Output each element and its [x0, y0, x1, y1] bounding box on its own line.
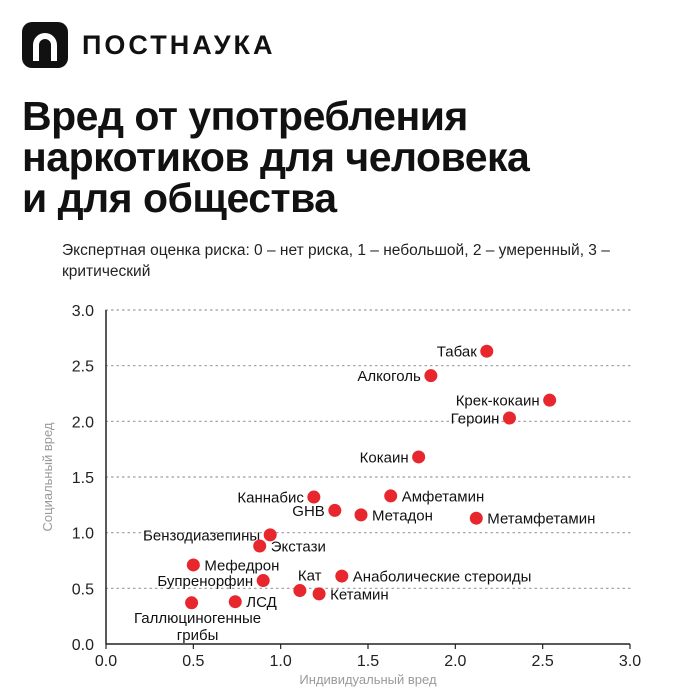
data-point	[185, 596, 199, 610]
data-point-label: GHB	[292, 503, 325, 520]
data-point	[469, 511, 483, 525]
data-point	[307, 490, 321, 504]
data-point-label: Кат	[298, 568, 322, 585]
data-point	[480, 344, 494, 358]
y-tick-label: 0.5	[72, 581, 94, 598]
y-tick-label: 0.0	[72, 637, 94, 654]
data-point	[502, 411, 516, 425]
y-axis-label: Социальный вред	[40, 422, 55, 531]
brand-mark-icon	[22, 22, 68, 68]
y-tick-label: 2.0	[72, 414, 94, 431]
data-point-label: Алкоголь	[357, 368, 421, 385]
data-point	[354, 508, 368, 522]
data-point	[328, 503, 342, 517]
data-point-label: Мефедрон	[204, 557, 279, 574]
y-tick-label: 3.0	[72, 303, 94, 320]
data-point	[253, 539, 267, 553]
y-tick-label: 1.0	[72, 526, 94, 543]
chart-subtitle: Экспертная оценка риска: 0 – нет риска, …	[62, 242, 610, 280]
brand-logo: ПОСТНАУКА	[22, 22, 275, 68]
data-point-label: Крек-кокаин	[456, 393, 540, 410]
data-point-label: Каннабис	[237, 490, 304, 507]
data-point-label: Героин	[451, 410, 500, 427]
data-point	[312, 587, 326, 601]
data-point	[186, 558, 200, 572]
x-tick-label: 0.0	[95, 653, 117, 670]
data-point-label: ЛСД	[246, 594, 277, 611]
axes: 0.0 0.5 1.0 1.5 2.0 2.5 3.0 0.0 0.5 1.0 1.5 2.0 2.5 3…	[72, 303, 641, 670]
x-tick-label: 1.0	[270, 653, 292, 670]
y-tick-label: 1.5	[72, 470, 94, 487]
x-tick-label: 1.5	[357, 653, 379, 670]
data-point-label: Анаболические стероиды	[353, 569, 532, 586]
data-point-label: Галлюциногенные грибы	[134, 610, 261, 644]
x-axis-label: Индивидуальный вред	[299, 672, 437, 687]
data-point	[263, 528, 277, 542]
data-point	[293, 584, 307, 598]
brand-name: ПОСТНАУКА	[82, 29, 276, 60]
data-point-label: Бупренорфин	[157, 573, 253, 590]
data-point	[543, 393, 557, 407]
page-title: Вред от употребления наркотиков для чело…	[22, 93, 530, 221]
data-point-label: Метадон	[372, 507, 433, 524]
data-point	[228, 595, 242, 609]
data-point	[384, 489, 398, 503]
x-tick-label: 3.0	[619, 653, 641, 670]
x-tick-label: 0.5	[182, 653, 204, 670]
data-point-label: Кокаин	[360, 449, 409, 466]
y-tick-label: 2.5	[72, 359, 94, 376]
data-point	[256, 574, 270, 588]
data-point	[335, 569, 349, 583]
data-point	[412, 450, 426, 464]
data-point-label: Метамфетамин	[487, 511, 595, 528]
x-tick-label: 2.5	[532, 653, 554, 670]
data-point	[424, 369, 438, 383]
data-point-label: Кетамин	[330, 586, 389, 603]
data-point-label: Экстази	[271, 539, 326, 556]
data-point-label: Бензодиазепины	[143, 527, 260, 544]
data-point-label: Амфетамин	[402, 488, 485, 505]
data-point-label: Табак	[437, 344, 477, 361]
x-tick-label: 2.0	[444, 653, 466, 670]
